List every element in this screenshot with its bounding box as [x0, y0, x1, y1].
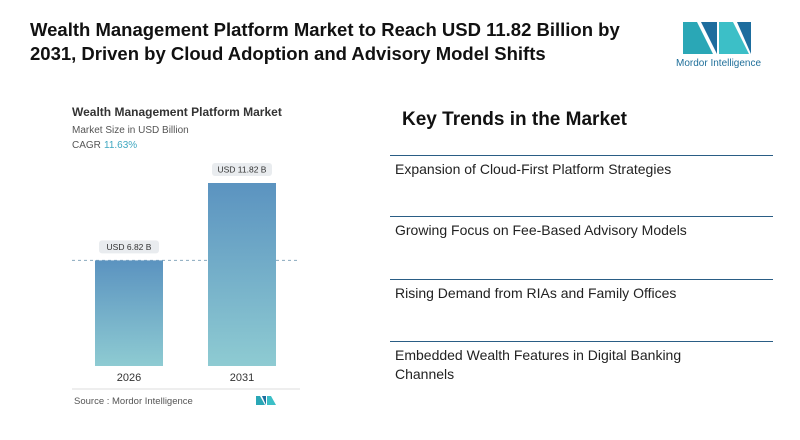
trend-item: Embedded Wealth Features in Digital Bank…	[395, 347, 682, 382]
trend-item: Expansion of Cloud-First Platform Strate…	[395, 161, 672, 177]
value-label: USD 11.82 B	[218, 165, 267, 175]
source-logo	[256, 396, 276, 405]
x-tick-label: 2026	[117, 372, 141, 384]
trend-item: Growing Focus on Fee-Based Advisory Mode…	[395, 222, 687, 238]
divider-line	[390, 155, 773, 156]
page-title: Wealth Management Platform Market to Rea…	[30, 19, 620, 64]
logo-text: Mordor Intelligence	[676, 58, 762, 69]
divider-line	[390, 341, 773, 342]
value-label: USD 6.82 B	[107, 242, 152, 252]
value-label-box	[99, 240, 159, 254]
value-label-box	[212, 163, 272, 176]
bar	[208, 183, 276, 366]
key-trends-title: Key Trends in the Market	[402, 109, 627, 130]
chart-subtitle: Market Size in USD Billion	[72, 125, 189, 136]
chart: Wealth Management Platform Market Market…	[72, 105, 300, 407]
divider-line	[390, 279, 773, 280]
divider-line	[390, 216, 773, 217]
cagr-label: CAGR	[72, 140, 101, 151]
trend-item: Rising Demand from RIAs and Family Offic…	[395, 285, 677, 301]
source: Source : Mordor Intelligence	[74, 396, 193, 407]
chart-title: Wealth Management Platform Market	[72, 105, 282, 119]
cagr-value: 11.63%	[104, 140, 137, 151]
bar	[95, 260, 163, 366]
x-tick-label: 2031	[230, 372, 254, 384]
logo-icon	[683, 22, 751, 54]
